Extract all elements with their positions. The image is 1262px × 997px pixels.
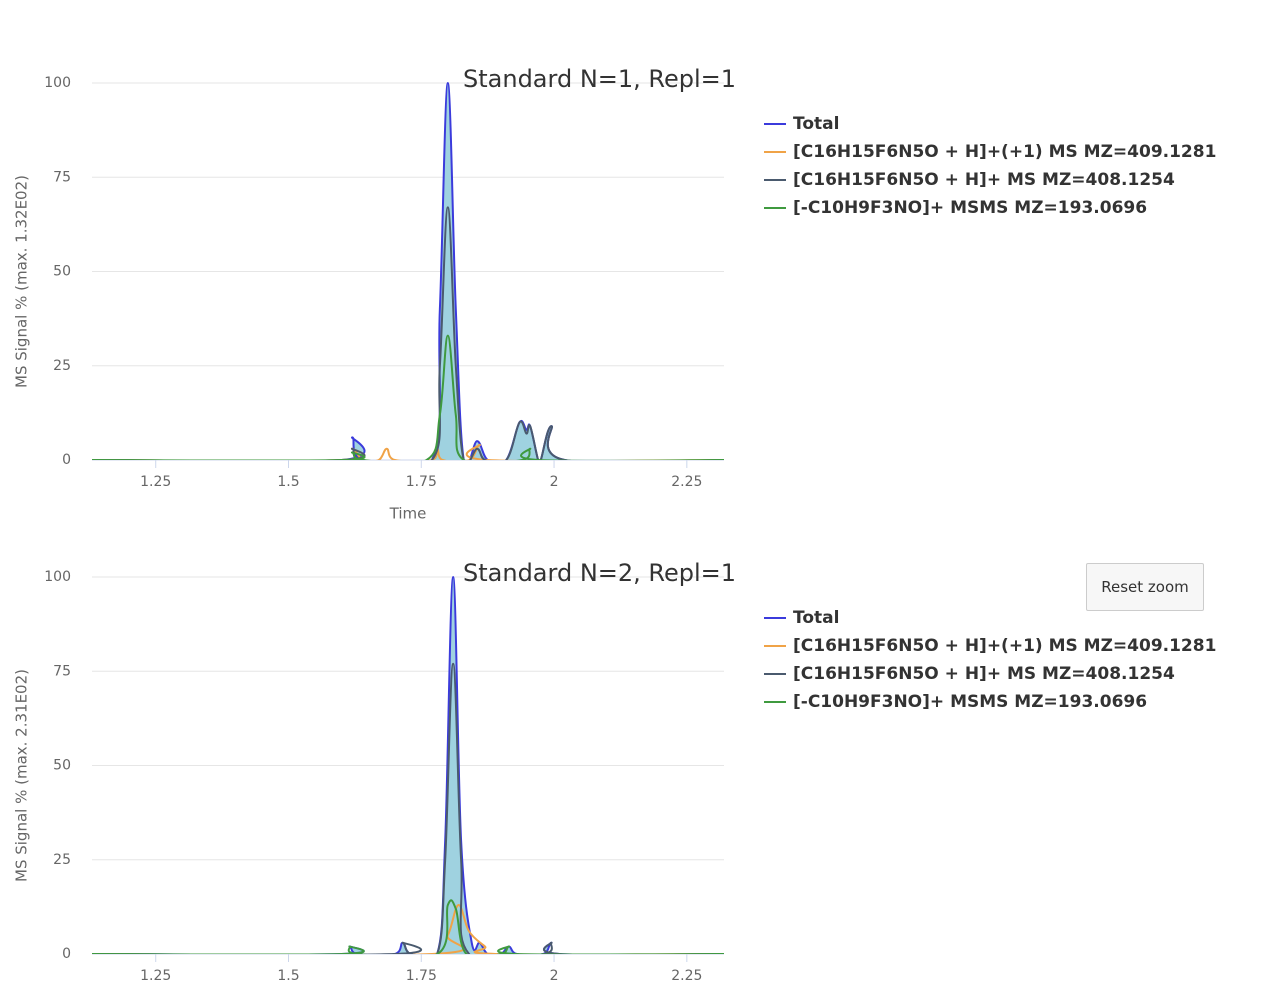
legend-label: [-C10H9F3NO]+ MSMS MZ=193.0696	[793, 198, 1147, 218]
series-line	[92, 904, 724, 954]
legend-label: [C16H15F6N5O + H]+(+1) MS MZ=409.1281	[793, 142, 1216, 162]
series-line	[92, 662, 724, 954]
x-tick-label: 1.25	[140, 968, 171, 984]
x-tick-label: 2.25	[671, 968, 702, 984]
y-axis-label: MS Signal % (max. 2.31E02)	[13, 669, 31, 882]
y-tick-label: 75	[53, 663, 71, 679]
y-axis-label: MS Signal % (max. 1.32E02)	[13, 175, 31, 388]
chart-title: Standard N=2, Repl=1	[463, 559, 736, 587]
legend-label: [-C10H9F3NO]+ MSMS MZ=193.0696	[793, 692, 1147, 712]
y-tick-label: 100	[44, 75, 71, 91]
legend-label: Total	[793, 114, 839, 134]
series-line	[92, 443, 724, 460]
y-tick-label: 75	[53, 169, 71, 185]
series-line	[92, 899, 724, 954]
chart-title: Standard N=1, Repl=1	[463, 65, 736, 93]
y-tick-label: 25	[53, 852, 71, 868]
x-tick-label: 2	[550, 968, 559, 984]
plot-area	[92, 81, 724, 460]
y-tick-label: 25	[53, 358, 71, 374]
x-axis-label: Time	[389, 505, 427, 523]
series-area	[92, 577, 724, 954]
series-line	[92, 334, 724, 460]
series-line	[92, 81, 724, 460]
x-tick-label: 2.25	[671, 474, 702, 490]
x-tick-label: 2	[550, 474, 559, 490]
chart-panel: 0 25 50 75 100 1.25 1.5 1.75 2 2.25 MS Signal % (m…	[13, 559, 1217, 984]
series-line	[92, 575, 724, 954]
x-tick-label: 1.75	[406, 474, 437, 490]
x-tick-label: 1.5	[277, 474, 299, 490]
legend-label: [C16H15F6N5O + H]+ MS MZ=408.1254	[793, 664, 1175, 684]
legend-label: [C16H15F6N5O + H]+(+1) MS MZ=409.1281	[793, 636, 1216, 656]
legend-label: Total	[793, 608, 839, 628]
reset-zoom-button[interactable]: Reset zoom	[1086, 563, 1204, 611]
y-tick-label: 0	[62, 452, 71, 468]
chart-panel: 0 25 50 75 100 1.25 1.5 1.75 2 2.25 MS Signal % (m…	[13, 65, 1217, 523]
y-tick-label: 100	[44, 569, 71, 585]
x-tick-label: 1.75	[406, 968, 437, 984]
series-line	[92, 206, 724, 460]
x-tick-label: 1.25	[140, 474, 171, 490]
y-tick-label: 0	[62, 946, 71, 962]
y-tick-label: 50	[53, 758, 71, 774]
x-tick-label: 1.5	[277, 968, 299, 984]
legend-label: [C16H15F6N5O + H]+ MS MZ=408.1254	[793, 170, 1175, 190]
plot-area	[92, 575, 724, 954]
series-area	[92, 83, 724, 460]
y-tick-label: 50	[53, 264, 71, 280]
